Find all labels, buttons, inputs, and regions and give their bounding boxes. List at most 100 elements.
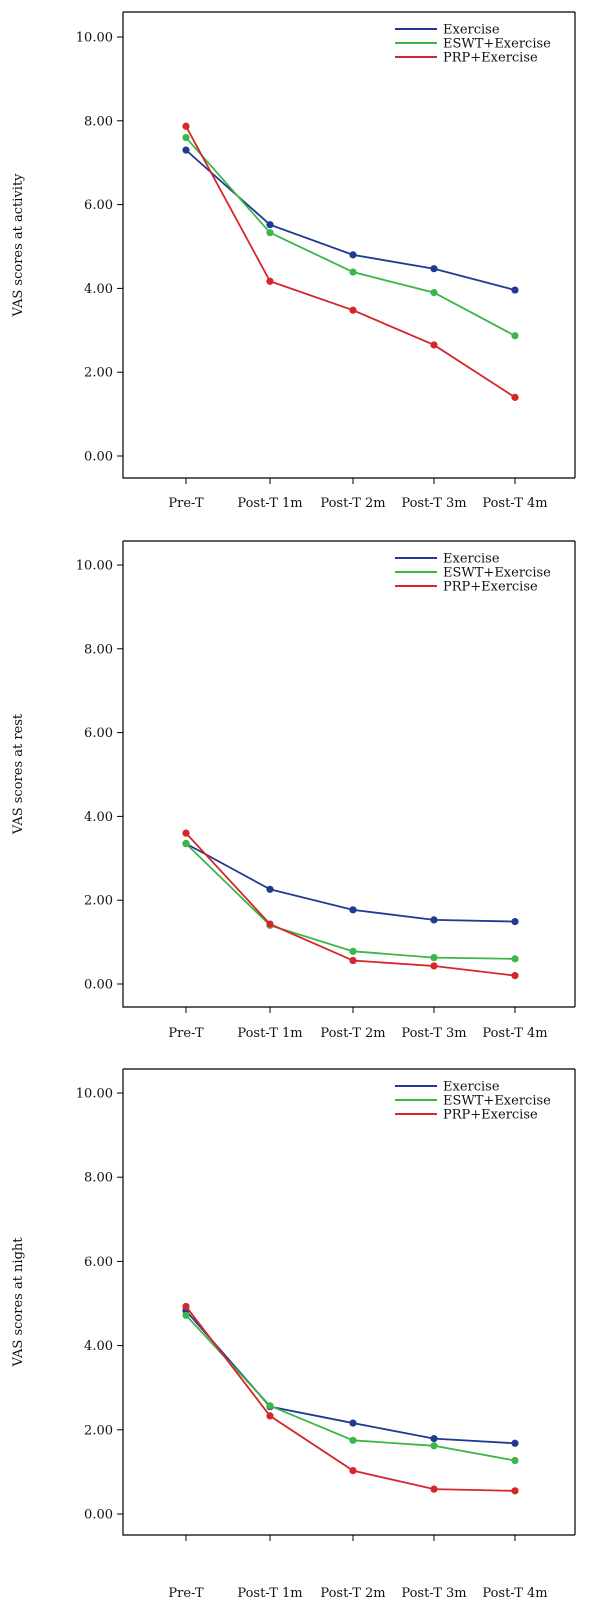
legend-label: ESWT+Exercise — [443, 1094, 551, 1109]
axis-frame — [122, 540, 575, 1008]
y-tick-label: 4.00 — [84, 282, 113, 297]
data-point — [430, 341, 438, 349]
data-point — [182, 829, 190, 837]
data-point — [349, 1436, 357, 1444]
data-point — [349, 906, 357, 914]
legend-label: ESWT+Exercise — [443, 566, 551, 581]
x-tick-label: Post-T 3m — [401, 1586, 466, 1601]
data-point — [182, 1311, 190, 1319]
data-point — [511, 1487, 519, 1495]
data-point — [349, 1419, 357, 1427]
data-point — [266, 885, 274, 893]
axis-frame — [122, 1068, 575, 1536]
y-tick-label: 6.00 — [84, 198, 113, 213]
series-line-eswt-exercise — [185, 136, 516, 337]
legend-label: PRP+Exercise — [443, 580, 538, 595]
data-point — [511, 1456, 519, 1465]
y-tick-label: 4.00 — [84, 810, 113, 825]
legend-label: ESWT+Exercise — [443, 37, 551, 52]
data-point — [266, 1402, 274, 1410]
data-point — [511, 1439, 519, 1447]
y-axis-label: VAS scores at rest — [11, 713, 26, 835]
y-tick-label: 2.00 — [84, 1423, 113, 1438]
data-point — [430, 954, 438, 962]
data-point — [511, 393, 519, 401]
y-tick-label: 8.00 — [84, 1171, 113, 1186]
x-tick-label: Post-T 1m — [237, 496, 302, 511]
y-tick-label: 2.00 — [84, 366, 113, 381]
x-tick-label: Post-T 4m — [482, 1026, 547, 1041]
data-point — [182, 146, 190, 154]
x-tick-label: Post-T 1m — [237, 1586, 302, 1601]
data-point — [511, 917, 519, 926]
y-axis-label: VAS scores at activity — [11, 173, 26, 318]
series-line-eswt-exercise — [185, 842, 516, 960]
legend-label: Exercise — [443, 552, 500, 567]
data-point — [349, 268, 357, 276]
y-tick-label: 10.00 — [76, 559, 113, 574]
x-tick-label: Post-T 3m — [401, 1026, 466, 1041]
x-tick-label: Pre-T — [168, 1026, 204, 1041]
x-tick-label: Post-T 4m — [482, 496, 547, 511]
x-tick-label: Post-T 2m — [320, 1026, 385, 1041]
y-axis-label: VAS scores at night — [11, 1237, 26, 1368]
y-tick-label: 6.00 — [84, 726, 113, 741]
y-tick-label: 0.00 — [84, 1508, 113, 1523]
data-point — [182, 840, 190, 848]
y-tick-label: 10.00 — [76, 1087, 113, 1102]
data-point — [266, 1412, 274, 1420]
y-tick-label: 6.00 — [84, 1255, 113, 1270]
legend-label: PRP+Exercise — [443, 1108, 538, 1123]
x-tick-label: Pre-T — [168, 1586, 204, 1601]
series-line-exercise — [185, 149, 516, 291]
data-point — [349, 947, 357, 955]
axis-frame — [122, 11, 575, 479]
y-tick-label: 8.00 — [84, 114, 113, 129]
x-tick-label: Post-T 2m — [320, 496, 385, 511]
legend-label: Exercise — [443, 23, 500, 38]
data-point — [349, 1467, 357, 1475]
chart-panel-3: 0.00 2.00 4.00 6.00 8.00 10.00 Pre-T Post-T 1m P… — [11, 1068, 576, 1601]
data-point — [430, 265, 438, 273]
data-point — [511, 332, 519, 340]
legend-label: Exercise — [443, 1080, 500, 1095]
data-point — [430, 962, 438, 970]
data-point — [266, 277, 274, 285]
data-point — [349, 306, 357, 314]
x-tick-label: Post-T 2m — [320, 1586, 385, 1601]
y-tick-label: 0.00 — [84, 450, 113, 465]
series-line-prp-exercise — [185, 1305, 516, 1492]
data-point — [430, 1435, 438, 1443]
data-point — [511, 972, 519, 980]
y-tick-label: 0.00 — [84, 978, 113, 993]
chart-panel-1: 0.00 2.00 4.00 6.00 8.00 10.00 Pre-T Post-T 1m P… — [11, 11, 576, 511]
x-tick-label: Post-T 1m — [237, 1026, 302, 1041]
data-point — [266, 229, 274, 237]
data-point — [430, 288, 438, 297]
data-point — [182, 1302, 190, 1311]
data-point — [511, 955, 519, 963]
data-point — [430, 1485, 438, 1493]
data-point — [511, 286, 519, 294]
y-tick-label: 8.00 — [84, 642, 113, 657]
y-tick-label: 2.00 — [84, 894, 113, 909]
legend-label: PRP+Exercise — [443, 51, 538, 66]
data-point — [349, 251, 357, 259]
x-tick-label: Pre-T — [168, 496, 204, 511]
series-line-prp-exercise — [185, 125, 516, 399]
series-line-prp-exercise — [185, 832, 516, 977]
data-point — [182, 122, 190, 130]
data-point — [430, 1442, 438, 1450]
y-tick-label: 4.00 — [84, 1339, 113, 1354]
data-point — [349, 956, 357, 965]
data-point — [182, 133, 190, 142]
x-tick-label: Post-T 4m — [482, 1586, 547, 1601]
data-point — [430, 916, 438, 924]
chart-panel-2: 0.00 2.00 4.00 6.00 8.00 10.00 Pre-T Post-T 1m P… — [11, 540, 576, 1041]
x-tick-label: Post-T 3m — [401, 496, 466, 511]
